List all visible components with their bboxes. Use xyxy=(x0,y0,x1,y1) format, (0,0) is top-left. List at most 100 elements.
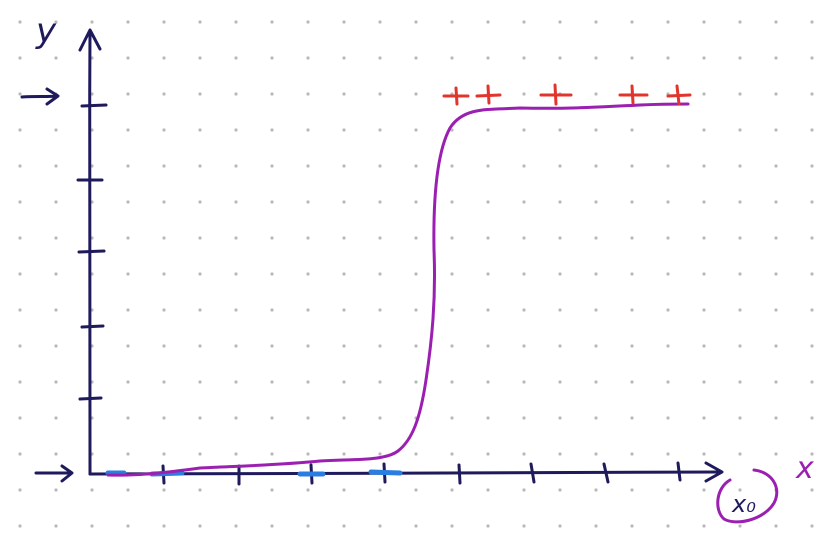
grid-dot xyxy=(666,416,670,420)
grid-dot xyxy=(162,92,166,96)
grid-dot xyxy=(594,272,598,276)
grid-dot xyxy=(306,200,310,204)
grid-dot xyxy=(702,344,706,348)
grid-dot xyxy=(486,452,490,456)
grid-dot xyxy=(234,272,238,276)
grid-dot xyxy=(306,344,310,348)
grid-dot xyxy=(414,524,418,528)
sigmoid-curve xyxy=(106,102,690,477)
grid-dot xyxy=(162,380,166,384)
grid-dot xyxy=(810,92,814,96)
y-tick-2 xyxy=(80,324,105,329)
grid-dot xyxy=(342,236,346,240)
grid-dot xyxy=(486,524,490,528)
grid-dot xyxy=(306,308,310,312)
grid-dot xyxy=(486,344,490,348)
grid-dot xyxy=(342,416,346,420)
grid-dot xyxy=(234,200,238,204)
grid-dot xyxy=(198,488,202,492)
grid-dot xyxy=(306,164,310,168)
grid-dot xyxy=(198,416,202,420)
grid-dot xyxy=(774,524,778,528)
grid-dot xyxy=(414,272,418,276)
grid-dot xyxy=(486,20,490,24)
grid-dot xyxy=(558,524,562,528)
grid-dot xyxy=(162,524,166,528)
grid-dot xyxy=(738,380,742,384)
grid-dot xyxy=(378,164,382,168)
grid-dot xyxy=(306,416,310,420)
grid-dot xyxy=(234,452,238,456)
x-tick-6 xyxy=(529,462,536,484)
positive-mark-2 xyxy=(475,84,502,105)
grid-dot xyxy=(162,56,166,60)
grid-dot xyxy=(126,200,130,204)
grid-dot xyxy=(702,200,706,204)
grid-dot xyxy=(702,380,706,384)
grid-dot xyxy=(522,272,526,276)
grid-dot xyxy=(486,416,490,420)
grid-dot xyxy=(162,164,166,168)
grid-dot xyxy=(486,308,490,312)
grid-dot xyxy=(558,308,562,312)
grid-dot xyxy=(270,416,274,420)
grid-dot xyxy=(18,92,22,96)
grid-dot xyxy=(594,92,598,96)
grid-dot xyxy=(270,200,274,204)
grid-dot xyxy=(306,20,310,24)
grid-dot xyxy=(702,128,706,132)
grid-dot xyxy=(378,20,382,24)
grid-dot xyxy=(594,488,598,492)
grid-dot xyxy=(450,452,454,456)
grid-dot xyxy=(18,488,22,492)
grid-dot xyxy=(738,128,742,132)
grid-dot xyxy=(198,56,202,60)
grid-dot xyxy=(738,56,742,60)
grid-dot xyxy=(378,272,382,276)
grid-dot xyxy=(126,344,130,348)
grid-dot xyxy=(702,92,706,96)
grid-dot xyxy=(738,416,742,420)
grid-dot xyxy=(18,308,22,312)
grid-dot xyxy=(54,488,58,492)
grid-dot xyxy=(558,164,562,168)
x0-bracket-icon xyxy=(716,468,779,524)
grid-dot xyxy=(666,128,670,132)
grid-dot xyxy=(702,524,706,528)
grid-dot xyxy=(774,128,778,132)
grid-dot xyxy=(414,452,418,456)
grid-dot xyxy=(450,272,454,276)
grid-dot xyxy=(774,20,778,24)
grid-dot xyxy=(54,164,58,168)
grid-dot xyxy=(558,20,562,24)
grid-dot xyxy=(378,200,382,204)
grid-dot xyxy=(702,236,706,240)
grid-dot xyxy=(774,164,778,168)
grid-dot xyxy=(666,236,670,240)
grid-dot xyxy=(270,380,274,384)
grid-dot xyxy=(234,128,238,132)
grid-dot xyxy=(90,20,94,24)
grid-dot xyxy=(18,236,22,240)
grid-dot xyxy=(198,236,202,240)
positive-mark-5 xyxy=(666,84,692,106)
grid-dot xyxy=(126,164,130,168)
grid-dot xyxy=(270,344,274,348)
grid-dot xyxy=(198,128,202,132)
grid-dot xyxy=(702,416,706,420)
grid-dot xyxy=(450,380,454,384)
grid-dot xyxy=(90,488,94,492)
grid-dot xyxy=(126,488,130,492)
grid-dot xyxy=(594,164,598,168)
grid-dot xyxy=(54,308,58,312)
grid-dot xyxy=(306,272,310,276)
grid-dot xyxy=(234,344,238,348)
grid-dot xyxy=(342,524,346,528)
grid-dot xyxy=(810,380,814,384)
grid-dot xyxy=(378,344,382,348)
grid-dot xyxy=(306,128,310,132)
grid-dot xyxy=(558,200,562,204)
grid-dot xyxy=(54,452,58,456)
grid-dot xyxy=(234,308,238,312)
